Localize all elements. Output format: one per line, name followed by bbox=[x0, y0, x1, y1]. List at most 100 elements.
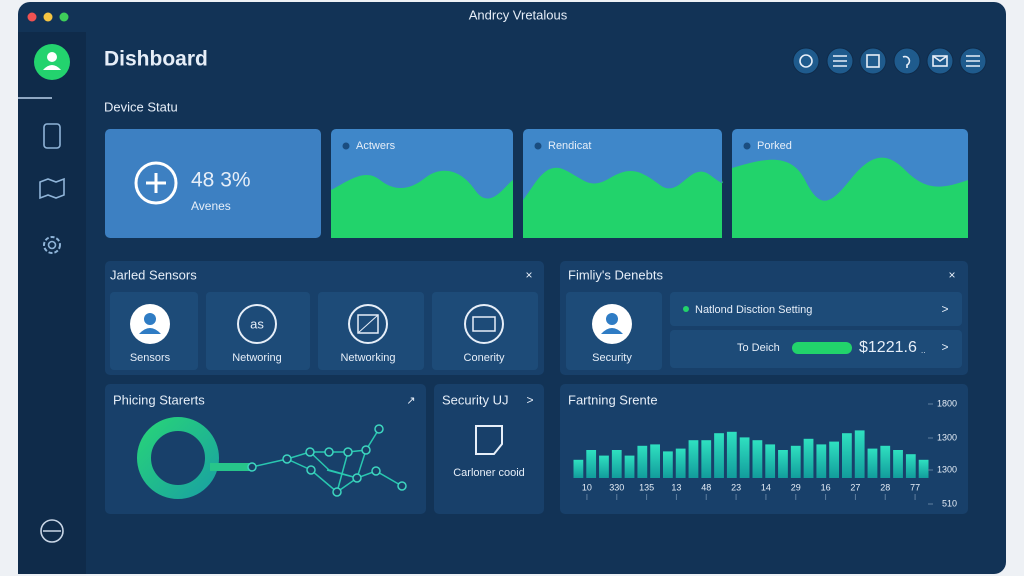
x-tick-label: 13 bbox=[671, 482, 681, 492]
bar bbox=[624, 455, 635, 478]
summary-label: Avenes bbox=[191, 199, 231, 213]
row-label: To Deich bbox=[737, 342, 780, 354]
max-dot[interactable] bbox=[59, 12, 69, 22]
progress bbox=[792, 342, 852, 354]
bar bbox=[701, 440, 712, 478]
icon-button[interactable] bbox=[893, 47, 921, 75]
tile-label: Sensors bbox=[130, 352, 171, 364]
bar bbox=[790, 445, 801, 478]
x-tick-label: 29 bbox=[791, 482, 801, 492]
tile-icon bbox=[237, 304, 277, 344]
settings-icon bbox=[47, 240, 57, 250]
bar bbox=[637, 445, 648, 478]
tile[interactable] bbox=[206, 292, 310, 370]
security-icon bbox=[475, 425, 503, 455]
window-title: Andrcy Vretalous bbox=[469, 7, 568, 22]
settings-icon[interactable] bbox=[43, 236, 61, 254]
icon-button[interactable] bbox=[792, 47, 820, 75]
tile-label: Security bbox=[592, 352, 632, 364]
bar bbox=[816, 444, 827, 478]
row-text: Natlond Disction Setting bbox=[695, 304, 812, 316]
bar bbox=[675, 448, 686, 478]
row[interactable] bbox=[670, 292, 962, 326]
summary-card[interactable] bbox=[105, 129, 321, 238]
bar bbox=[842, 433, 852, 478]
bar bbox=[611, 450, 622, 478]
status-area bbox=[331, 170, 513, 238]
status-area bbox=[732, 157, 968, 238]
tile-icon bbox=[348, 304, 388, 344]
add-icon[interactable] bbox=[134, 161, 178, 205]
bar-chart: 1800 1300 1300 510 10 330 135 13 48 23 14 29 16 27 28 7… bbox=[573, 398, 957, 508]
x-tick-label: 16 bbox=[821, 482, 831, 492]
panel-title: Fartning Srente bbox=[568, 392, 658, 407]
row-amount: $1221.6 bbox=[859, 339, 917, 356]
ring bbox=[137, 417, 219, 499]
panel-title: Fimliy's Denebts bbox=[568, 267, 663, 282]
section-title: Device Statu bbox=[104, 99, 178, 114]
close-dot[interactable] bbox=[27, 12, 37, 22]
min-dot[interactable] bbox=[43, 12, 53, 22]
panel-arrow[interactable]: > bbox=[526, 393, 533, 407]
card-label: Actwers bbox=[356, 140, 396, 152]
bar bbox=[880, 445, 891, 478]
bar bbox=[893, 450, 903, 478]
tile[interactable] bbox=[318, 292, 424, 370]
x-tick-label: 27 bbox=[850, 482, 860, 492]
bar bbox=[573, 459, 584, 478]
bar bbox=[854, 430, 865, 478]
network-nodes bbox=[247, 424, 407, 497]
tile-icon bbox=[464, 304, 504, 344]
tile-label: Networing bbox=[232, 352, 282, 364]
bar bbox=[726, 431, 737, 478]
tiles bbox=[110, 292, 538, 370]
svg-text:as: as bbox=[250, 316, 264, 331]
panel-title: Phicing Starerts bbox=[113, 392, 205, 407]
bar bbox=[752, 440, 763, 478]
x-tick-label: 330 bbox=[609, 482, 624, 492]
bar bbox=[803, 438, 814, 478]
bar bbox=[829, 441, 839, 478]
logout-icon[interactable] bbox=[40, 519, 64, 543]
connector bbox=[210, 463, 252, 471]
row-arrow[interactable]: > bbox=[941, 340, 948, 354]
panel-title: Jarled Sensors bbox=[110, 267, 197, 282]
bar bbox=[650, 444, 660, 478]
row-arrow[interactable]: > bbox=[941, 302, 948, 316]
bar bbox=[599, 455, 609, 478]
bar bbox=[714, 433, 724, 478]
x-tick-label: 14 bbox=[761, 482, 771, 492]
status-area bbox=[523, 167, 723, 238]
x-tick-label: 77 bbox=[910, 482, 920, 492]
icon-button[interactable] bbox=[859, 47, 887, 75]
bar bbox=[867, 448, 878, 478]
panel-label: Carloner cooid bbox=[453, 467, 525, 479]
panel bbox=[560, 384, 968, 514]
panel bbox=[105, 384, 426, 514]
header-glyphs bbox=[799, 54, 980, 68]
bar bbox=[905, 454, 916, 478]
bar bbox=[765, 444, 776, 478]
summary-value: 48 3% bbox=[191, 169, 251, 192]
add-icon bbox=[146, 173, 166, 193]
bar bbox=[586, 450, 597, 478]
y-tick-label: 1800 bbox=[937, 398, 957, 408]
avatar-icon bbox=[43, 65, 61, 70]
device-icon[interactable] bbox=[43, 123, 61, 149]
page-title: Dishboard bbox=[104, 48, 208, 71]
x-tick-label: 48 bbox=[701, 482, 711, 492]
close-button[interactable]: × bbox=[948, 268, 955, 282]
expand-icon[interactable]: ↗ bbox=[406, 395, 415, 407]
map-icon[interactable] bbox=[39, 177, 65, 200]
panel-title: Security UJ bbox=[442, 392, 508, 407]
y-tick-label: 1300 bbox=[937, 432, 957, 442]
bar bbox=[663, 451, 673, 478]
x-tick-label: 28 bbox=[880, 482, 890, 492]
close-button[interactable]: × bbox=[525, 268, 532, 282]
bar bbox=[739, 437, 750, 478]
bar bbox=[918, 459, 929, 478]
card-label: Porked bbox=[757, 140, 792, 152]
avatar-icon bbox=[47, 52, 57, 62]
tile-label: Networking bbox=[340, 352, 395, 364]
